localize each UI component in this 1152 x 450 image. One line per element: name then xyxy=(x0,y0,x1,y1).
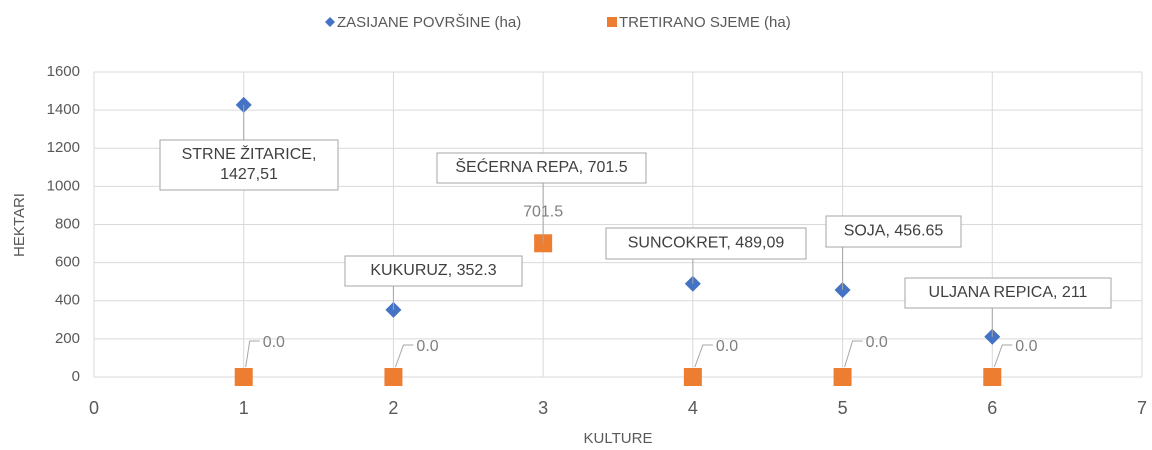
data-label: SOJA, 456.65 xyxy=(844,223,944,240)
point xyxy=(983,368,1002,386)
legend-label: TRETIRANO SJEME (ha) xyxy=(619,14,791,31)
leader-line xyxy=(844,340,863,368)
y-tick-label: 400 xyxy=(55,292,80,309)
y-tick-label: 1000 xyxy=(47,177,80,194)
data-label: KUKURUZ, 352.3 xyxy=(370,262,496,279)
data-label: ŠEĆERNA REPA, 701.5 xyxy=(455,157,627,176)
leader-line xyxy=(993,344,1013,368)
data-label: 0.0 xyxy=(1015,338,1037,355)
y-tick-label: 600 xyxy=(55,254,80,271)
point xyxy=(384,368,403,386)
leader-line xyxy=(245,340,260,368)
legend-label: ZASIJANE POVRŠINE (ha) xyxy=(337,14,521,31)
data-label: 701.5 xyxy=(523,203,563,220)
y-tick-label: 200 xyxy=(55,330,80,347)
label-box xyxy=(344,255,523,287)
label-box xyxy=(605,227,807,260)
y-tick-label: 800 xyxy=(55,215,80,232)
data-label: ULJANA REPICA, 211 xyxy=(929,284,1088,301)
data-label: 0.0 xyxy=(263,334,285,351)
data-label-line: 1427,51 xyxy=(220,166,278,183)
x-tick-label: 5 xyxy=(838,398,848,418)
label-box xyxy=(436,152,647,184)
point xyxy=(234,368,253,386)
point xyxy=(833,368,852,386)
x-tick-label: 6 xyxy=(987,398,997,418)
x-tick-label: 0 xyxy=(89,398,99,418)
legend-marker xyxy=(325,17,335,27)
legend-marker xyxy=(607,17,617,27)
x-tick-label: 3 xyxy=(538,398,548,418)
x-tick-label: 2 xyxy=(388,398,398,418)
data-label: 0.0 xyxy=(416,338,438,355)
data-label: SUNCOKRET, 489,09 xyxy=(628,235,785,252)
x-tick-label: 1 xyxy=(239,398,249,418)
leader-line xyxy=(394,344,414,368)
label-box xyxy=(825,215,962,248)
point xyxy=(683,368,702,386)
y-tick-label: 0 xyxy=(72,368,80,385)
data-label: 0.0 xyxy=(866,334,888,351)
data-label: STRNE ŽITARICE, 1427,51 xyxy=(182,144,317,183)
x-tick-label: 4 xyxy=(688,398,698,418)
data-label: 0.0 xyxy=(716,338,738,355)
y-tick-label: 1600 xyxy=(47,63,80,80)
label-box xyxy=(159,139,339,191)
y-tick-label: 1200 xyxy=(47,139,80,156)
y-tick-label: 1400 xyxy=(47,101,80,118)
x-axis-title: KULTURE xyxy=(584,430,653,447)
data-label-line: STRNE ŽITARICE, xyxy=(182,144,317,163)
y-axis-title: HEKTARI xyxy=(11,193,28,257)
x-tick-label: 7 xyxy=(1137,398,1147,418)
label-box xyxy=(904,277,1112,309)
leader-line xyxy=(694,344,713,368)
